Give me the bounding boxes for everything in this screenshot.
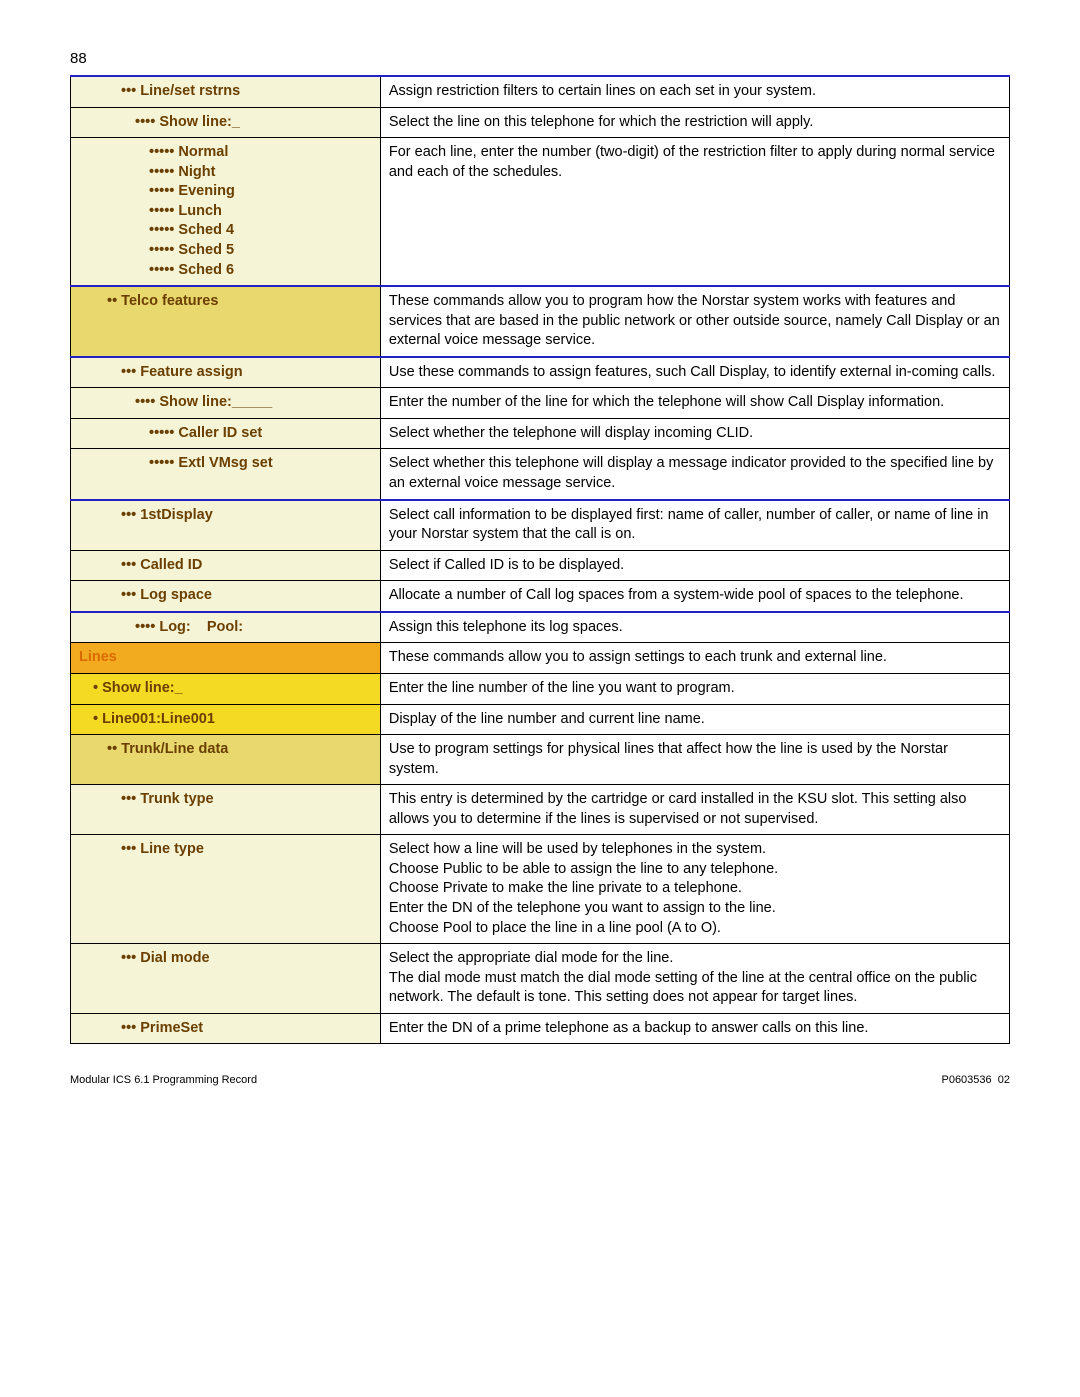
label-cell: ••• Feature assign — [71, 357, 381, 388]
label-cell: ••• 1stDisplay — [71, 500, 381, 551]
label-text: ••• 1stDisplay — [79, 506, 372, 526]
label-cell: • Line001:Line001 — [71, 704, 381, 735]
desc-cell: Select the line on this telephone for wh… — [380, 107, 1009, 138]
desc-cell: Select call information to be displayed … — [380, 500, 1009, 551]
desc-cell: Select whether the telephone will displa… — [380, 418, 1009, 449]
desc-text: Choose Public to be able to assign the l… — [389, 860, 1001, 880]
desc-cell: Enter the number of the line for which t… — [380, 388, 1009, 419]
desc-cell: Assign restriction filters to certain li… — [380, 76, 1009, 107]
label-cell: Lines — [71, 643, 381, 674]
label-text: ••••• Evening — [79, 182, 372, 202]
desc-cell: Allocate a number of Call log spaces fro… — [380, 581, 1009, 612]
label-text: ••••• Extl VMsg set — [79, 454, 372, 474]
label-text: ••• Line/set rstrns — [79, 82, 372, 102]
label-cell: ••• Line/set rstrns — [71, 76, 381, 107]
desc-text: Select how a line will be used by teleph… — [389, 840, 1001, 860]
label-text: ••• Called ID — [79, 556, 372, 576]
label-cell: •• Telco features — [71, 286, 381, 357]
label-text: ••••• Sched 6 — [79, 261, 372, 281]
label-text: •• Telco features — [79, 292, 372, 312]
desc-cell: These commands allow you to program how … — [380, 286, 1009, 357]
label-text: ••• Log space — [79, 586, 372, 606]
desc-text: The dial mode must match the dial mode s… — [389, 969, 1001, 1008]
label-text: •••• Show line:_____ — [79, 393, 372, 413]
desc-cell: Select the appropriate dial mode for the… — [380, 944, 1009, 1014]
desc-cell: Enter the DN of a prime telephone as a b… — [380, 1013, 1009, 1044]
desc-text: Choose Private to make the line private … — [389, 879, 1001, 899]
label-cell: •••• Show line:_ — [71, 107, 381, 138]
desc-cell: Assign this telephone its log spaces. — [380, 612, 1009, 643]
desc-cell: Display of the line number and current l… — [380, 704, 1009, 735]
desc-cell: Use these commands to assign features, s… — [380, 357, 1009, 388]
label-text: ••• Line type — [79, 840, 372, 860]
footer-right: P0603536 02 — [941, 1074, 1010, 1086]
label-text: Lines — [79, 648, 372, 668]
label-cell: ••• Trunk type — [71, 785, 381, 835]
label-cell: ••••• Caller ID set — [71, 418, 381, 449]
label-cell: ••• Dial mode — [71, 944, 381, 1014]
page-footer: Modular ICS 6.1 Programming Record P0603… — [70, 1074, 1010, 1086]
desc-cell: Select how a line will be used by teleph… — [380, 835, 1009, 944]
desc-text: Choose Pool to place the line in a line … — [389, 919, 1001, 939]
label-cell: •••• Log: Pool: — [71, 612, 381, 643]
label-cell: •••• Show line:_____ — [71, 388, 381, 419]
desc-cell: For each line, enter the number (two-dig… — [380, 138, 1009, 286]
label-text: ••• Trunk type — [79, 790, 372, 810]
label-cell: ••••• Normal••••• Night••••• Evening••••… — [71, 138, 381, 286]
label-cell: •• Trunk/Line data — [71, 735, 381, 785]
desc-cell: These commands allow you to assign setti… — [380, 643, 1009, 674]
label-cell: ••• Log space — [71, 581, 381, 612]
label-text: • Line001:Line001 — [79, 710, 372, 730]
page-number: 88 — [70, 50, 1010, 67]
label-text: ••• PrimeSet — [79, 1019, 372, 1039]
label-text: •••• Log: Pool: — [79, 618, 372, 638]
label-cell: ••• Line type — [71, 835, 381, 944]
desc-cell: Use to program settings for physical lin… — [380, 735, 1009, 785]
desc-text: Select the appropriate dial mode for the… — [389, 949, 1001, 969]
label-text: ••••• Sched 4 — [79, 221, 372, 241]
desc-text: Enter the DN of the telephone you want t… — [389, 899, 1001, 919]
desc-cell: This entry is determined by the cartridg… — [380, 785, 1009, 835]
label-text: ••• Feature assign — [79, 363, 372, 383]
label-text: ••• Dial mode — [79, 949, 372, 969]
label-text: •••• Show line:_ — [79, 113, 372, 133]
label-text: ••••• Sched 5 — [79, 241, 372, 261]
label-text: ••••• Night — [79, 163, 372, 183]
desc-cell: Enter the line number of the line you wa… — [380, 673, 1009, 704]
label-cell: ••• Called ID — [71, 550, 381, 581]
label-cell: ••••• Extl VMsg set — [71, 449, 381, 500]
label-cell: ••• PrimeSet — [71, 1013, 381, 1044]
label-cell: • Show line:_ — [71, 673, 381, 704]
label-text: ••••• Normal — [79, 143, 372, 163]
label-text: ••••• Lunch — [79, 202, 372, 222]
footer-left: Modular ICS 6.1 Programming Record — [70, 1074, 257, 1086]
label-text: ••••• Caller ID set — [79, 424, 372, 444]
label-text: • Show line:_ — [79, 679, 372, 699]
programming-table: ••• Line/set rstrns Assign restriction fi… — [70, 75, 1010, 1044]
label-text: •• Trunk/Line data — [79, 740, 372, 760]
desc-cell: Select whether this telephone will displ… — [380, 449, 1009, 500]
desc-cell: Select if Called ID is to be displayed. — [380, 550, 1009, 581]
